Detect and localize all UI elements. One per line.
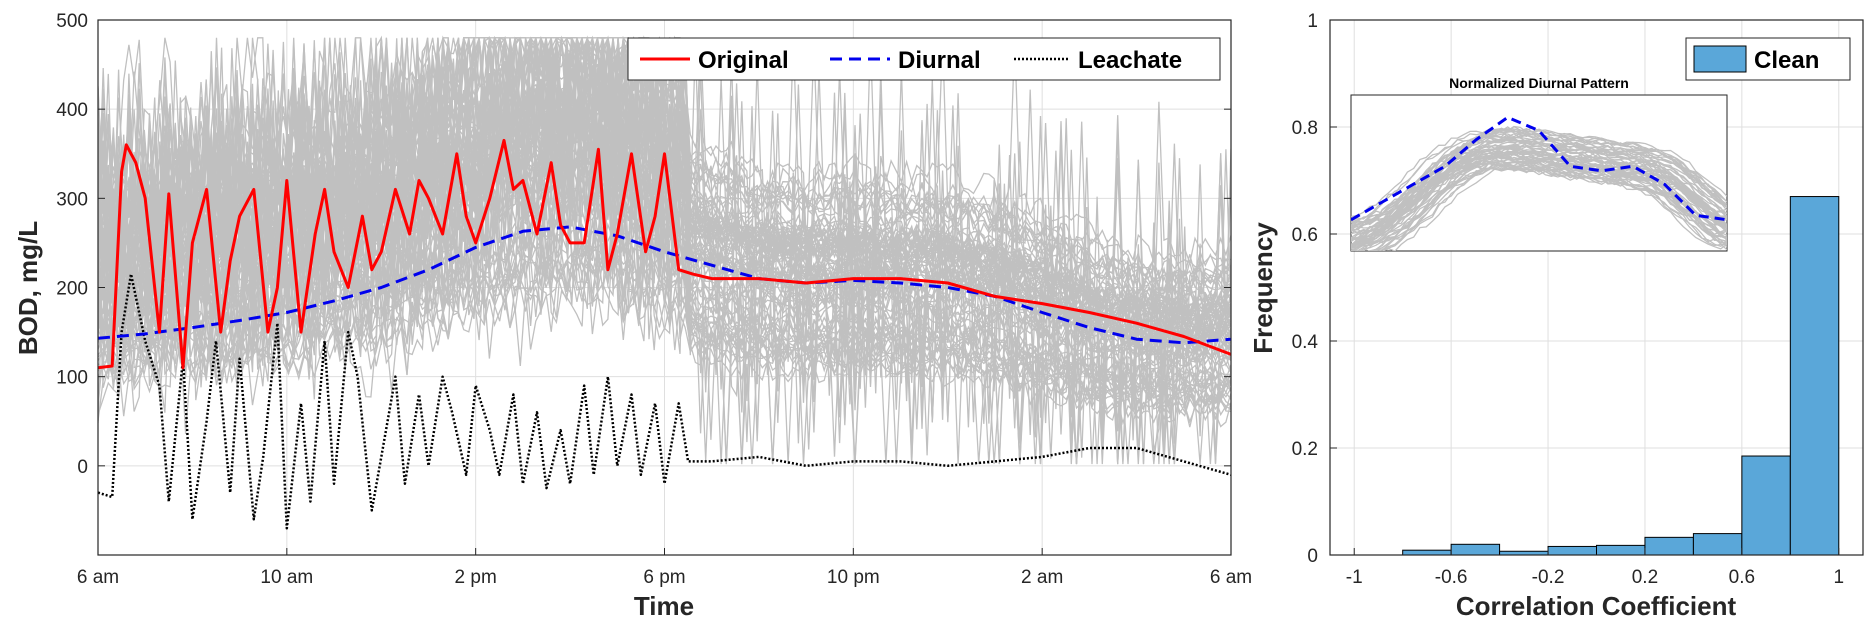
left-legend: Original Diurnal Leachate [627,37,1221,81]
legend-diurnal-label: Diurnal [898,47,981,74]
inset-background-trace [1351,150,1727,248]
left-x-tick-label: 2 pm [455,567,497,588]
left-x-tick-label: 6 am [77,567,119,588]
background-trace [98,169,1231,465]
legend-leachate-label: Leachate [1078,47,1182,74]
right-x-tick-label: -0.6 [1435,567,1468,588]
right-tick-labels: -1 -0.6 -0.2 0.2 0.6 1 0 0.2 0.4 0.6 0.8 1 [1292,11,1844,588]
correlation-histogram-chart: -1 -0.6 -0.2 0.2 0.6 1 0 0.2 0.4 0.6 0.8 1 Correlat… [1248,11,1864,621]
histogram-bar [1644,536,1694,556]
inset-title: Normalized Diurnal Pattern [1449,75,1629,91]
right-y-tick-label: 0.2 [1292,439,1318,460]
background-trace [98,128,1231,465]
inset-background-trace [1351,135,1727,222]
right-y-tick-label: 0.8 [1292,118,1318,139]
right-x-tick-label: 1 [1833,567,1844,588]
right-y-tick-label: 0.4 [1292,332,1319,353]
left-x-tick-label: 6 pm [643,567,685,588]
inset-diurnal-line [1351,115,1727,222]
background-trace [98,37,1231,411]
histogram-bars [1402,196,1840,556]
left-x-tick-label: 10 am [260,567,313,588]
inset-background-trace [1373,165,1727,251]
left-x-tick-label: 2 am [1021,567,1063,588]
series-line-diurnal [98,225,1231,345]
histogram-bar [1692,533,1743,556]
background-trace [98,37,1231,378]
left-y-tick-label: 200 [56,279,88,300]
right-x-tick-label: -0.2 [1532,567,1565,588]
left-x-tick-label: 10 pm [827,567,880,588]
inset-series-group [1351,115,1727,222]
normalized-diurnal-inset: Normalized Diurnal Pattern [1350,75,1728,252]
inset-background-trace [1351,136,1727,229]
left-tick-labels: 6 am 10 am 2 pm 6 pm 10 pm 2 am 6 am 0 100 200 300… [56,11,1252,588]
background-trace [98,37,1231,399]
right-y-tick-label: 0.6 [1292,225,1318,246]
legend-clean-label: Clean [1754,47,1819,74]
right-y-tick-label: 1 [1307,11,1318,32]
histogram-bar [1450,543,1501,556]
left-series-group [98,138,1231,530]
background-trace [98,35,1231,423]
legend-clean-swatch [1693,45,1747,73]
right-x-tick-label: 0.6 [1729,567,1755,588]
left-y-tick-label: 300 [56,189,88,210]
left-y-axis-label: BOD, mg/L [13,221,43,355]
inset-background-trace [1351,150,1727,239]
right-y-tick-label: 0 [1307,546,1318,567]
background-sensor-traces [98,35,1231,465]
left-y-tick-label: 100 [56,368,88,389]
background-trace [98,37,1231,388]
right-legend: Clean [1685,37,1851,81]
left-y-tick-label: 500 [56,11,88,32]
histogram-bar [1596,544,1646,556]
left-legend-box [627,37,1221,81]
left-x-axis-label: Time [634,591,694,621]
histogram-bar [1402,549,1452,556]
right-axes-frame [1329,19,1864,556]
left-x-tick-label: 6 am [1210,567,1252,588]
inset-background-trace [1351,145,1727,243]
series-line-original [98,138,1231,370]
left-y-tick-label: 0 [77,457,88,478]
inset-background-trace [1351,134,1727,230]
series-line-leachate [98,272,1231,530]
histogram-bar [1547,545,1597,556]
left-y-tick-label: 400 [56,100,88,121]
inset-background-trace [1351,125,1727,224]
right-x-axis-label: Correlation Coefficient [1456,591,1737,621]
background-trace [98,89,1231,465]
background-trace [98,37,1231,344]
right-y-axis-label: Frequency [1248,222,1278,354]
inset-background-trace [1351,157,1727,251]
histogram-bar [1789,196,1840,556]
right-x-tick-label: -1 [1346,567,1363,588]
background-trace [98,152,1231,424]
legend-original-label: Original [698,47,789,74]
bod-time-series-chart: 6 am 10 am 2 pm 6 pm 10 pm 2 am 6 am 0 100 200 300… [13,11,1252,621]
right-x-tick-label: 0.2 [1632,567,1658,588]
histogram-bar [1741,455,1791,556]
inset-background-trace [1351,128,1727,218]
